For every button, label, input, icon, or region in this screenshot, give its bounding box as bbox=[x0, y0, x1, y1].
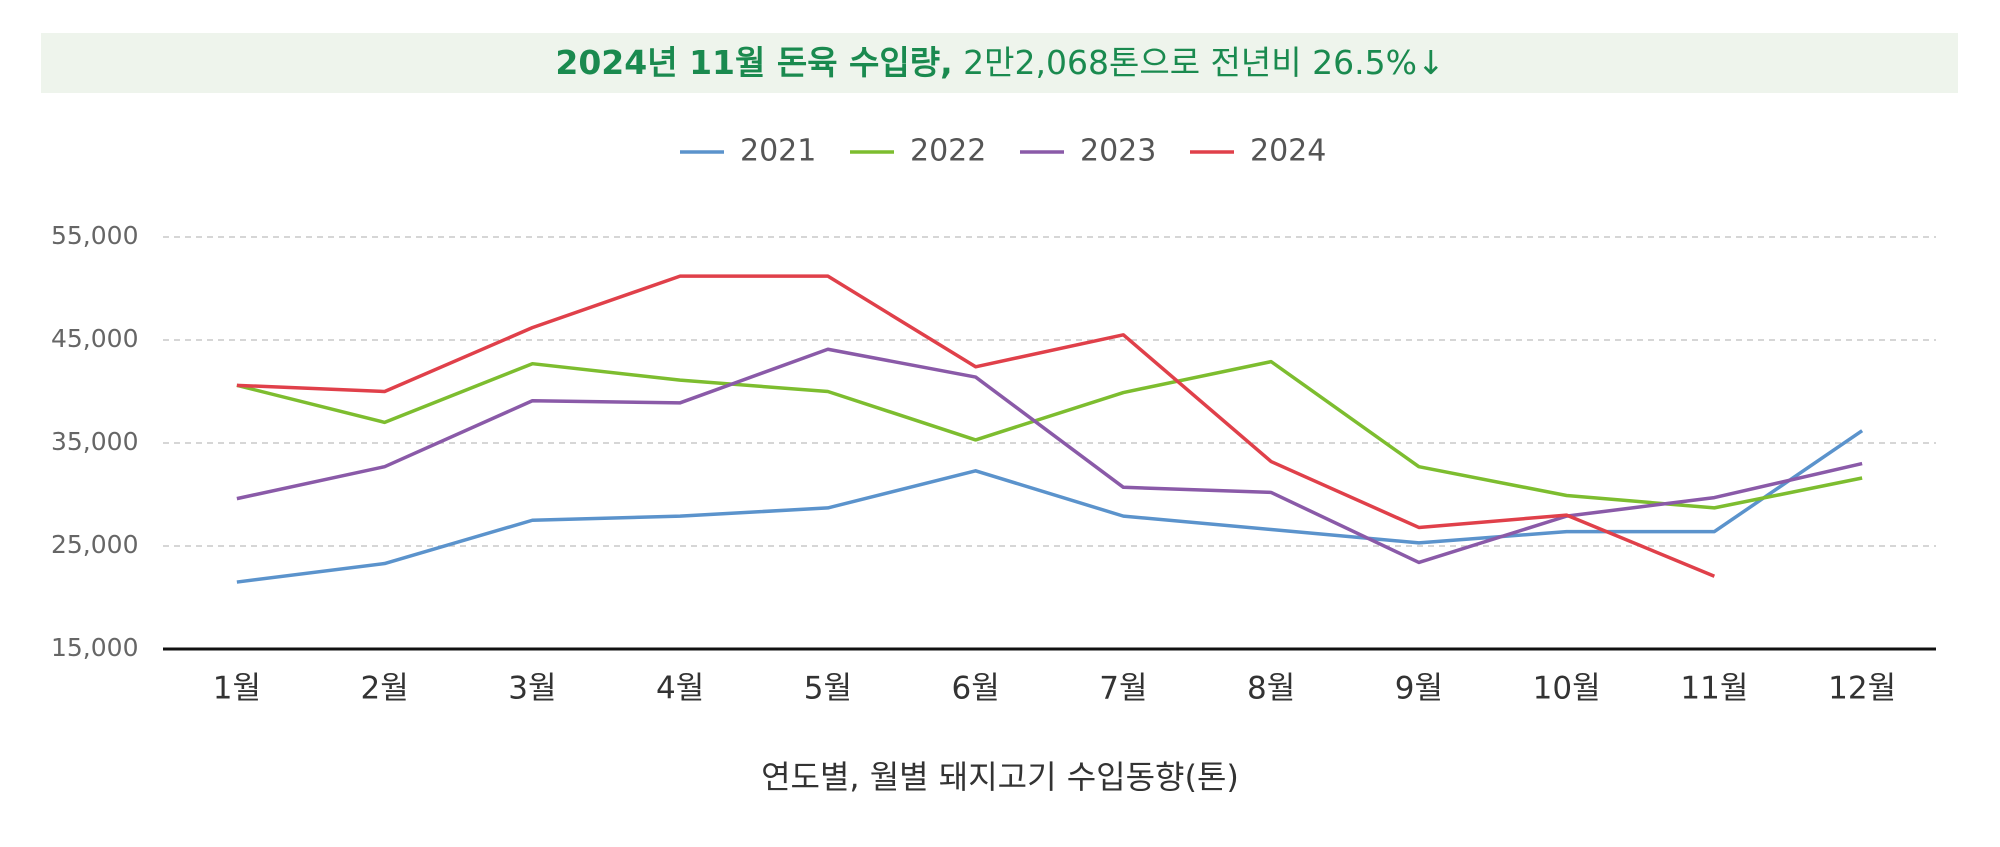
y-tick-label: 25,000 bbox=[51, 530, 138, 559]
series-line bbox=[236, 429, 1864, 584]
x-tick-label: 4월 bbox=[656, 671, 704, 707]
series-line bbox=[236, 274, 1716, 578]
x-tick-label: 7월 bbox=[1099, 671, 1147, 707]
legend-label: 2021 bbox=[740, 134, 816, 169]
series-line bbox=[236, 359, 1863, 510]
x-tick-label: 10월 bbox=[1533, 671, 1601, 707]
x-tick-label: 3월 bbox=[508, 671, 556, 707]
x-tick-label: 5월 bbox=[804, 671, 852, 707]
y-tick-label: 45,000 bbox=[51, 324, 138, 353]
x-axis-title: 연도별, 월별 돼지고기 수입동향(톤) bbox=[761, 758, 1239, 796]
y-tick-label: 15,000 bbox=[51, 633, 138, 662]
title-band bbox=[41, 33, 1958, 93]
legend-label: 2022 bbox=[910, 134, 986, 169]
x-tick-label: 11월 bbox=[1680, 671, 1748, 707]
title-bold: 2024년 11월 돈육 수입량, bbox=[555, 43, 952, 82]
x-tick-label: 12월 bbox=[1828, 671, 1896, 707]
x-tick-label: 9월 bbox=[1395, 671, 1443, 707]
x-tick-label: 2월 bbox=[361, 671, 409, 707]
y-tick-label: 35,000 bbox=[51, 427, 138, 456]
legend-label: 2024 bbox=[1250, 134, 1326, 169]
y-tick-label: 55,000 bbox=[51, 221, 138, 250]
chart-title: 2024년 11월 돈육 수입량, 2만2,068톤으로 전년비 26.5%↓ bbox=[555, 43, 1444, 82]
legend-label: 2023 bbox=[1080, 134, 1156, 169]
series-line bbox=[236, 347, 1863, 565]
title-rest: 2만2,068톤으로 전년비 26.5%↓ bbox=[953, 43, 1445, 82]
x-tick-label: 6월 bbox=[952, 671, 1000, 707]
x-tick-label: 1월 bbox=[213, 671, 261, 707]
x-tick-label: 8월 bbox=[1247, 671, 1295, 707]
